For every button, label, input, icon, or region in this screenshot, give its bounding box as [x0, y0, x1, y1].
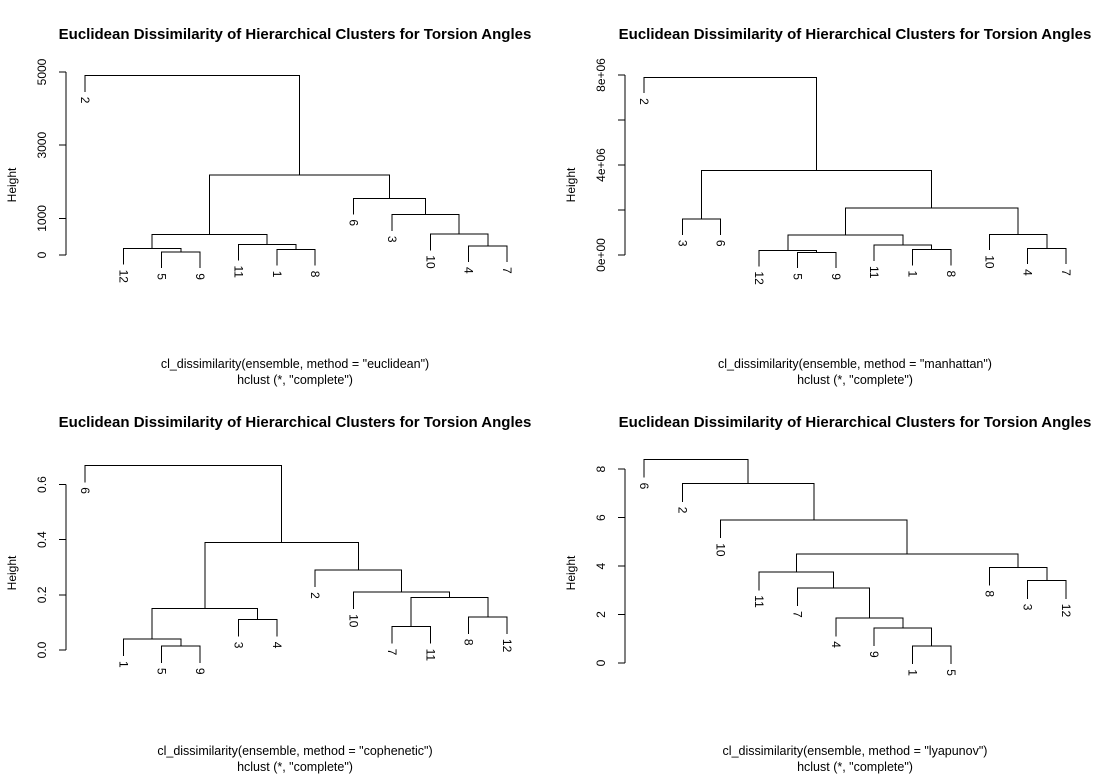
- leaf-label: 8: [462, 639, 476, 646]
- leaf-label: 8: [982, 590, 996, 597]
- leaf-label: 5: [155, 668, 169, 675]
- leaf-label: 10: [982, 255, 996, 269]
- leaf-label: 12: [116, 270, 130, 284]
- y-tick-label: 1000: [35, 205, 49, 232]
- y-axis-label: Height: [5, 167, 19, 202]
- panel-cophenetic: Euclidean Dissimilarity of Hierarchical …: [5, 414, 531, 774]
- y-tick-label: 3000: [35, 132, 49, 159]
- leaf-label: 10: [347, 614, 361, 628]
- leaf-label: 3: [232, 642, 246, 649]
- leaf-label: 7: [1059, 269, 1073, 276]
- leaf-label: 6: [78, 487, 92, 494]
- y-tick-label: 0.6: [35, 476, 49, 493]
- leaf-label: 9: [867, 651, 881, 658]
- x-axis-label: cl_dissimilarity(ensemble, method = "cop…: [157, 744, 432, 758]
- y-axis-label: Height: [564, 167, 578, 202]
- y-tick-label: 0e+00: [594, 238, 608, 272]
- panel-lyapunov: Euclidean Dissimilarity of Hierarchical …: [564, 414, 1091, 774]
- leaf-label: 4: [270, 642, 284, 649]
- x-axis-label: cl_dissimilarity(ensemble, method = "lya…: [723, 744, 988, 758]
- dendrogram-tree: 6 2 10 11 7 4 9 1 5 8 3 12: [637, 458, 1073, 676]
- y-axis-label: Height: [564, 555, 578, 590]
- y-tick-label: 0.0: [35, 641, 49, 658]
- y-tick-label: 0.4: [35, 531, 49, 548]
- leaf-label: 7: [385, 649, 399, 656]
- leaf-label: 4: [1021, 269, 1035, 276]
- leaf-label: 9: [193, 668, 207, 675]
- y-tick-label: 8e+06: [594, 58, 608, 92]
- leaf-label: 3: [1021, 604, 1035, 611]
- leaf-label: 4: [462, 267, 476, 274]
- dendrogram-branch: [643, 458, 749, 484]
- sub-label: hclust (*, "complete"): [237, 760, 353, 774]
- leaf-label: 12: [1059, 604, 1073, 618]
- x-axis-label: cl_dissimilarity(ensemble, method = "man…: [718, 357, 992, 371]
- y-tick-label: 5000: [35, 58, 49, 85]
- sub-label: hclust (*, "complete"): [237, 373, 353, 387]
- y-axis-label: Height: [5, 555, 19, 590]
- y-tick-label: 6: [594, 514, 608, 521]
- leaf-label: 2: [637, 98, 651, 105]
- panel-title: Euclidean Dissimilarity of Hierarchical …: [619, 26, 1092, 43]
- panel-title: Euclidean Dissimilarity of Hierarchical …: [619, 414, 1092, 431]
- leaf-label: 5: [944, 669, 958, 676]
- y-tick-label: 8: [594, 465, 608, 472]
- y-tick-label: 0.2: [35, 586, 49, 603]
- leaf-label: 9: [193, 273, 207, 280]
- leaf-label: 10: [714, 543, 728, 557]
- leaf-label: 11: [752, 595, 766, 608]
- leaf-label: 8: [308, 271, 322, 278]
- leaf-label: 11: [232, 266, 246, 279]
- leaf-label: 1: [906, 271, 920, 278]
- leaf-label: 6: [347, 219, 361, 226]
- leaf-label: 6: [714, 240, 728, 247]
- y-tick-label: 4e+06: [594, 148, 608, 182]
- leaf-label: 5: [155, 273, 169, 280]
- leaf-label: 3: [385, 236, 399, 243]
- y-tick-label: 4: [594, 562, 608, 569]
- y-axis: 0.0 0.2 0.4 0.6: [35, 476, 67, 658]
- leaf-label: 11: [423, 649, 437, 662]
- leaf-label: 2: [78, 97, 92, 104]
- panel-title: Euclidean Dissimilarity of Hierarchical …: [59, 26, 532, 43]
- leaf-label: 10: [423, 255, 437, 269]
- leaf-label: 7: [791, 611, 805, 618]
- panel-manhattan: Euclidean Dissimilarity of Hierarchical …: [564, 26, 1091, 387]
- leaf-label: 7: [500, 267, 514, 274]
- leaf-label: 5: [791, 273, 805, 280]
- dendrogram-branch: [84, 75, 301, 176]
- leaf-label: 4: [829, 641, 843, 648]
- panel-euclidean: Euclidean Dissimilarity of Hierarchical …: [5, 26, 531, 387]
- leaf-label: 1: [270, 271, 284, 278]
- leaf-label: 11: [867, 266, 881, 279]
- leaf-label: 8: [944, 271, 958, 278]
- x-axis-label: cl_dissimilarity(ensemble, method = "euc…: [161, 357, 429, 371]
- leaf-label: 2: [675, 507, 689, 514]
- sub-label: hclust (*, "complete"): [797, 760, 913, 774]
- y-tick-label: 2: [594, 611, 608, 618]
- y-tick-label: 0: [35, 251, 49, 258]
- y-axis: 0 2 4 6 8: [594, 465, 626, 666]
- dendrogram-branch: [84, 464, 283, 543]
- y-axis: 0e+00 4e+06 8e+06: [594, 58, 626, 272]
- panel-title: Euclidean Dissimilarity of Hierarchical …: [59, 414, 532, 431]
- sub-label: hclust (*, "complete"): [797, 373, 913, 387]
- leaf-label: 12: [500, 639, 514, 653]
- leaf-label: 9: [829, 273, 843, 280]
- leaf-label: 1: [906, 669, 920, 676]
- y-tick-label: 0: [594, 659, 608, 666]
- leaf-label: 6: [637, 483, 651, 490]
- leaf-label: 12: [752, 271, 766, 285]
- dendrogram-branch: [643, 76, 818, 171]
- y-axis: 0 1000 3000 5000: [35, 58, 67, 258]
- leaf-label: 3: [675, 240, 689, 247]
- leaf-label: 1: [116, 661, 130, 668]
- leaf-label: 2: [308, 592, 322, 599]
